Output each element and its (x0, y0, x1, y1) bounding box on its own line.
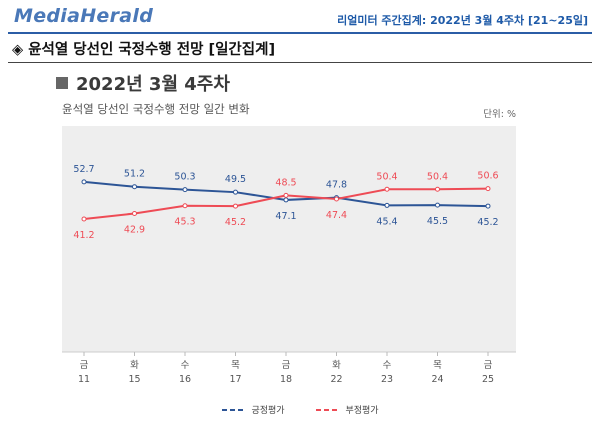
x-tick-date: 15 (128, 374, 140, 385)
data-label: 48.5 (275, 177, 296, 188)
data-label: 45.2 (477, 217, 498, 228)
data-point (384, 202, 390, 208)
x-tick-date: 25 (482, 374, 494, 385)
legend-item-positive: 긍정평가 (221, 403, 285, 416)
chart-title: 윤석열 당선인 국정수행 전망 일간 변화 (62, 102, 250, 116)
data-label: 45.5 (427, 216, 448, 227)
x-tick-date: 23 (381, 374, 393, 385)
data-label: 47.1 (275, 211, 296, 222)
x-tick-day: 금 (80, 360, 89, 371)
data-point (233, 189, 238, 195)
x-tick-date: 18 (280, 374, 292, 385)
report-period: 리얼미터 주간집계: 2022년 3월 4주차 [21~25일] (337, 14, 588, 27)
x-tick-day: 목 (433, 360, 442, 371)
data-point (334, 196, 339, 202)
data-label: 50.6 (477, 171, 498, 182)
week-heading: 2022년 3월 4주차 (56, 70, 230, 96)
data-point (485, 203, 491, 209)
x-tick-day: 수 (181, 360, 190, 371)
header-rule (8, 32, 592, 34)
data-point (435, 186, 440, 192)
x-tick-date: 16 (179, 374, 191, 385)
brand-logo: MediaHerald (14, 5, 154, 27)
data-point (233, 203, 238, 209)
week-label: 2022년 3월 4주차 (76, 74, 230, 95)
legend-label-positive: 긍정평가 (251, 406, 285, 416)
chart-legend: 긍정평가 부정평가 (0, 403, 600, 417)
data-label: 45.2 (225, 217, 246, 228)
x-tick-date: 22 (330, 374, 342, 385)
data-label: 49.5 (225, 174, 246, 185)
data-label: 41.2 (73, 230, 94, 241)
data-point (81, 216, 87, 222)
data-label: 45.3 (174, 217, 195, 228)
x-tick-day: 금 (484, 360, 493, 371)
x-tick-date: 17 (229, 374, 241, 385)
line-chart: 금 11 화 15 수 16 목 17 금 18 화 22 수 23 목 24 금 25 52.7 51.2 50.3 4… (62, 126, 516, 385)
x-tick-day: 화 (130, 360, 139, 371)
data-point (182, 203, 188, 209)
top-bar: MediaHerald 리얼미터 주간집계: 2022년 3월 4주차 [21~… (0, 0, 600, 34)
legend-label-negative: 부정평가 (345, 406, 379, 416)
data-point (283, 197, 289, 203)
section-rule (8, 62, 592, 63)
data-label: 47.8 (326, 180, 347, 191)
x-tick-day: 화 (332, 360, 341, 371)
x-tick-date: 11 (78, 374, 90, 385)
data-point (81, 179, 87, 185)
x-tick-day: 수 (383, 360, 392, 371)
x-tick-day: 금 (282, 360, 291, 371)
data-label: 50.3 (174, 172, 195, 183)
legend-line-negative-icon (316, 408, 341, 411)
data-point (485, 186, 491, 192)
data-label: 47.4 (326, 210, 347, 221)
data-point (435, 202, 440, 208)
plot-area (62, 126, 516, 352)
data-label: 45.4 (376, 216, 397, 227)
data-label: 50.4 (427, 171, 448, 182)
data-point (132, 210, 137, 216)
chart-unit: 단위: % (483, 109, 516, 120)
square-bullet-icon (56, 77, 68, 89)
data-label: 51.2 (124, 169, 145, 180)
data-point (384, 186, 390, 192)
x-tick-date: 24 (431, 374, 443, 385)
data-label: 50.4 (376, 171, 397, 182)
x-tick-day: 목 (231, 360, 240, 371)
data-point (283, 192, 289, 198)
data-point (132, 184, 137, 190)
data-label: 52.7 (73, 164, 94, 175)
legend-line-positive-icon (222, 408, 247, 411)
legend-item-negative: 부정평가 (315, 403, 379, 416)
data-point (182, 187, 188, 193)
section-title: ◈ 윤석열 당선인 국정수행 전망 [일간집계] (12, 42, 276, 58)
data-label: 42.9 (124, 224, 145, 235)
